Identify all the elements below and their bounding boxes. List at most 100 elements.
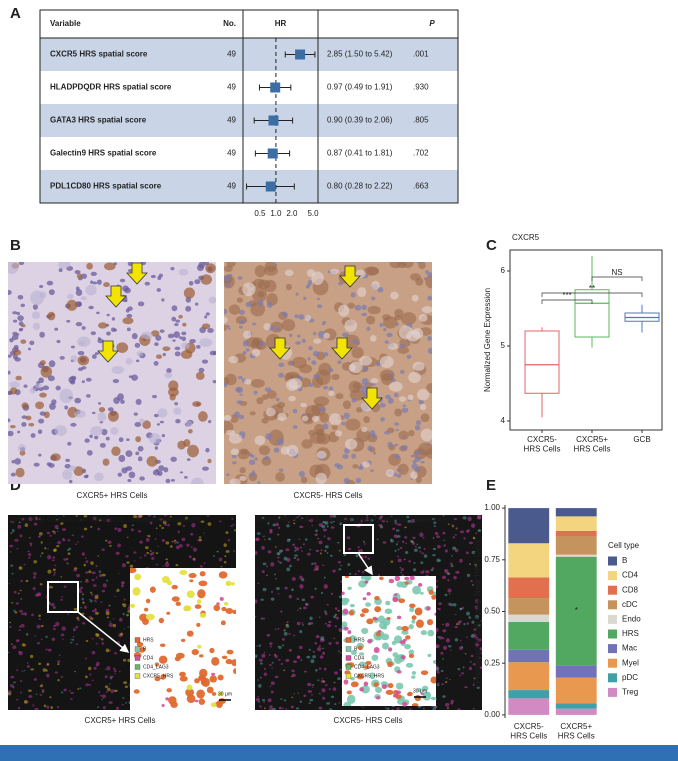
cell — [67, 563, 70, 565]
cell — [40, 625, 44, 627]
yellow-arrow — [126, 262, 148, 285]
cell — [77, 367, 84, 372]
cell — [354, 573, 358, 575]
cell — [454, 534, 457, 536]
cell — [346, 694, 356, 704]
cell — [396, 707, 400, 710]
cell — [263, 457, 267, 460]
cell — [166, 368, 172, 374]
cell — [149, 586, 156, 593]
cell — [84, 579, 89, 583]
cell — [188, 555, 192, 559]
cell — [101, 694, 107, 699]
cell — [114, 595, 117, 598]
cell — [361, 461, 370, 468]
cell — [324, 684, 328, 687]
cell — [475, 642, 480, 647]
cell — [102, 583, 107, 588]
cell — [434, 531, 439, 536]
cell — [363, 540, 366, 543]
cell — [157, 408, 168, 418]
legend-label: cDC — [622, 600, 638, 609]
cell — [270, 690, 274, 694]
cell — [401, 701, 408, 706]
cell — [328, 368, 334, 373]
cell — [167, 333, 175, 339]
cell — [12, 311, 18, 315]
cell — [359, 355, 373, 366]
cell — [28, 537, 31, 539]
cell — [343, 626, 349, 631]
cell — [329, 554, 333, 557]
cell — [154, 662, 160, 667]
cell — [45, 648, 48, 651]
cell — [390, 539, 394, 543]
cell — [53, 548, 57, 552]
cell — [336, 616, 339, 620]
cell — [93, 599, 97, 602]
cell — [322, 520, 327, 524]
cell — [334, 703, 337, 706]
cell — [420, 460, 425, 464]
cell — [457, 667, 461, 671]
cell — [377, 287, 384, 293]
cell — [266, 633, 271, 637]
cell — [227, 273, 233, 278]
cell — [118, 454, 126, 462]
cell — [465, 551, 469, 555]
cell — [96, 706, 100, 709]
box — [574, 289, 610, 338]
cell — [411, 615, 417, 620]
bar-segment — [555, 554, 597, 557]
cell — [83, 474, 89, 479]
legend-label: CD4 — [143, 655, 153, 661]
cell — [379, 355, 394, 369]
cell — [173, 539, 177, 542]
cell — [404, 536, 408, 539]
cell — [307, 682, 312, 687]
cell — [40, 365, 53, 378]
channel-label: CD30(Yb169Di) — [9, 517, 45, 523]
cell — [131, 524, 135, 527]
cell — [8, 582, 11, 584]
cell — [14, 611, 18, 614]
cell — [301, 338, 306, 344]
cell — [208, 296, 216, 304]
cell — [39, 285, 44, 289]
cell — [117, 543, 121, 548]
cell — [77, 351, 85, 356]
cell — [117, 527, 122, 533]
cell — [398, 598, 406, 604]
cell — [412, 585, 422, 595]
cell — [56, 339, 61, 344]
legend-label: HRS — [143, 637, 154, 643]
cell — [95, 642, 98, 645]
cell — [342, 400, 352, 410]
cell — [480, 652, 482, 654]
cell — [403, 558, 407, 561]
cell — [390, 515, 393, 518]
cell — [106, 515, 109, 516]
cell — [91, 411, 96, 415]
cell — [301, 439, 313, 449]
cell — [316, 450, 327, 459]
cell — [8, 692, 10, 695]
cell — [19, 589, 22, 592]
cell — [398, 430, 409, 440]
cell — [307, 280, 313, 285]
cell — [74, 397, 82, 404]
cell — [384, 430, 390, 435]
cell — [412, 536, 416, 539]
cell — [274, 578, 277, 580]
cell — [13, 681, 16, 684]
cell — [122, 317, 134, 325]
cell — [265, 433, 273, 440]
cell — [303, 694, 307, 698]
cell — [72, 627, 76, 632]
cell — [49, 586, 54, 589]
cell — [121, 603, 125, 606]
cell — [151, 556, 155, 560]
legend-swatch — [134, 664, 141, 670]
cell — [288, 632, 291, 635]
y-tick-label: 0.25 — [484, 658, 500, 667]
